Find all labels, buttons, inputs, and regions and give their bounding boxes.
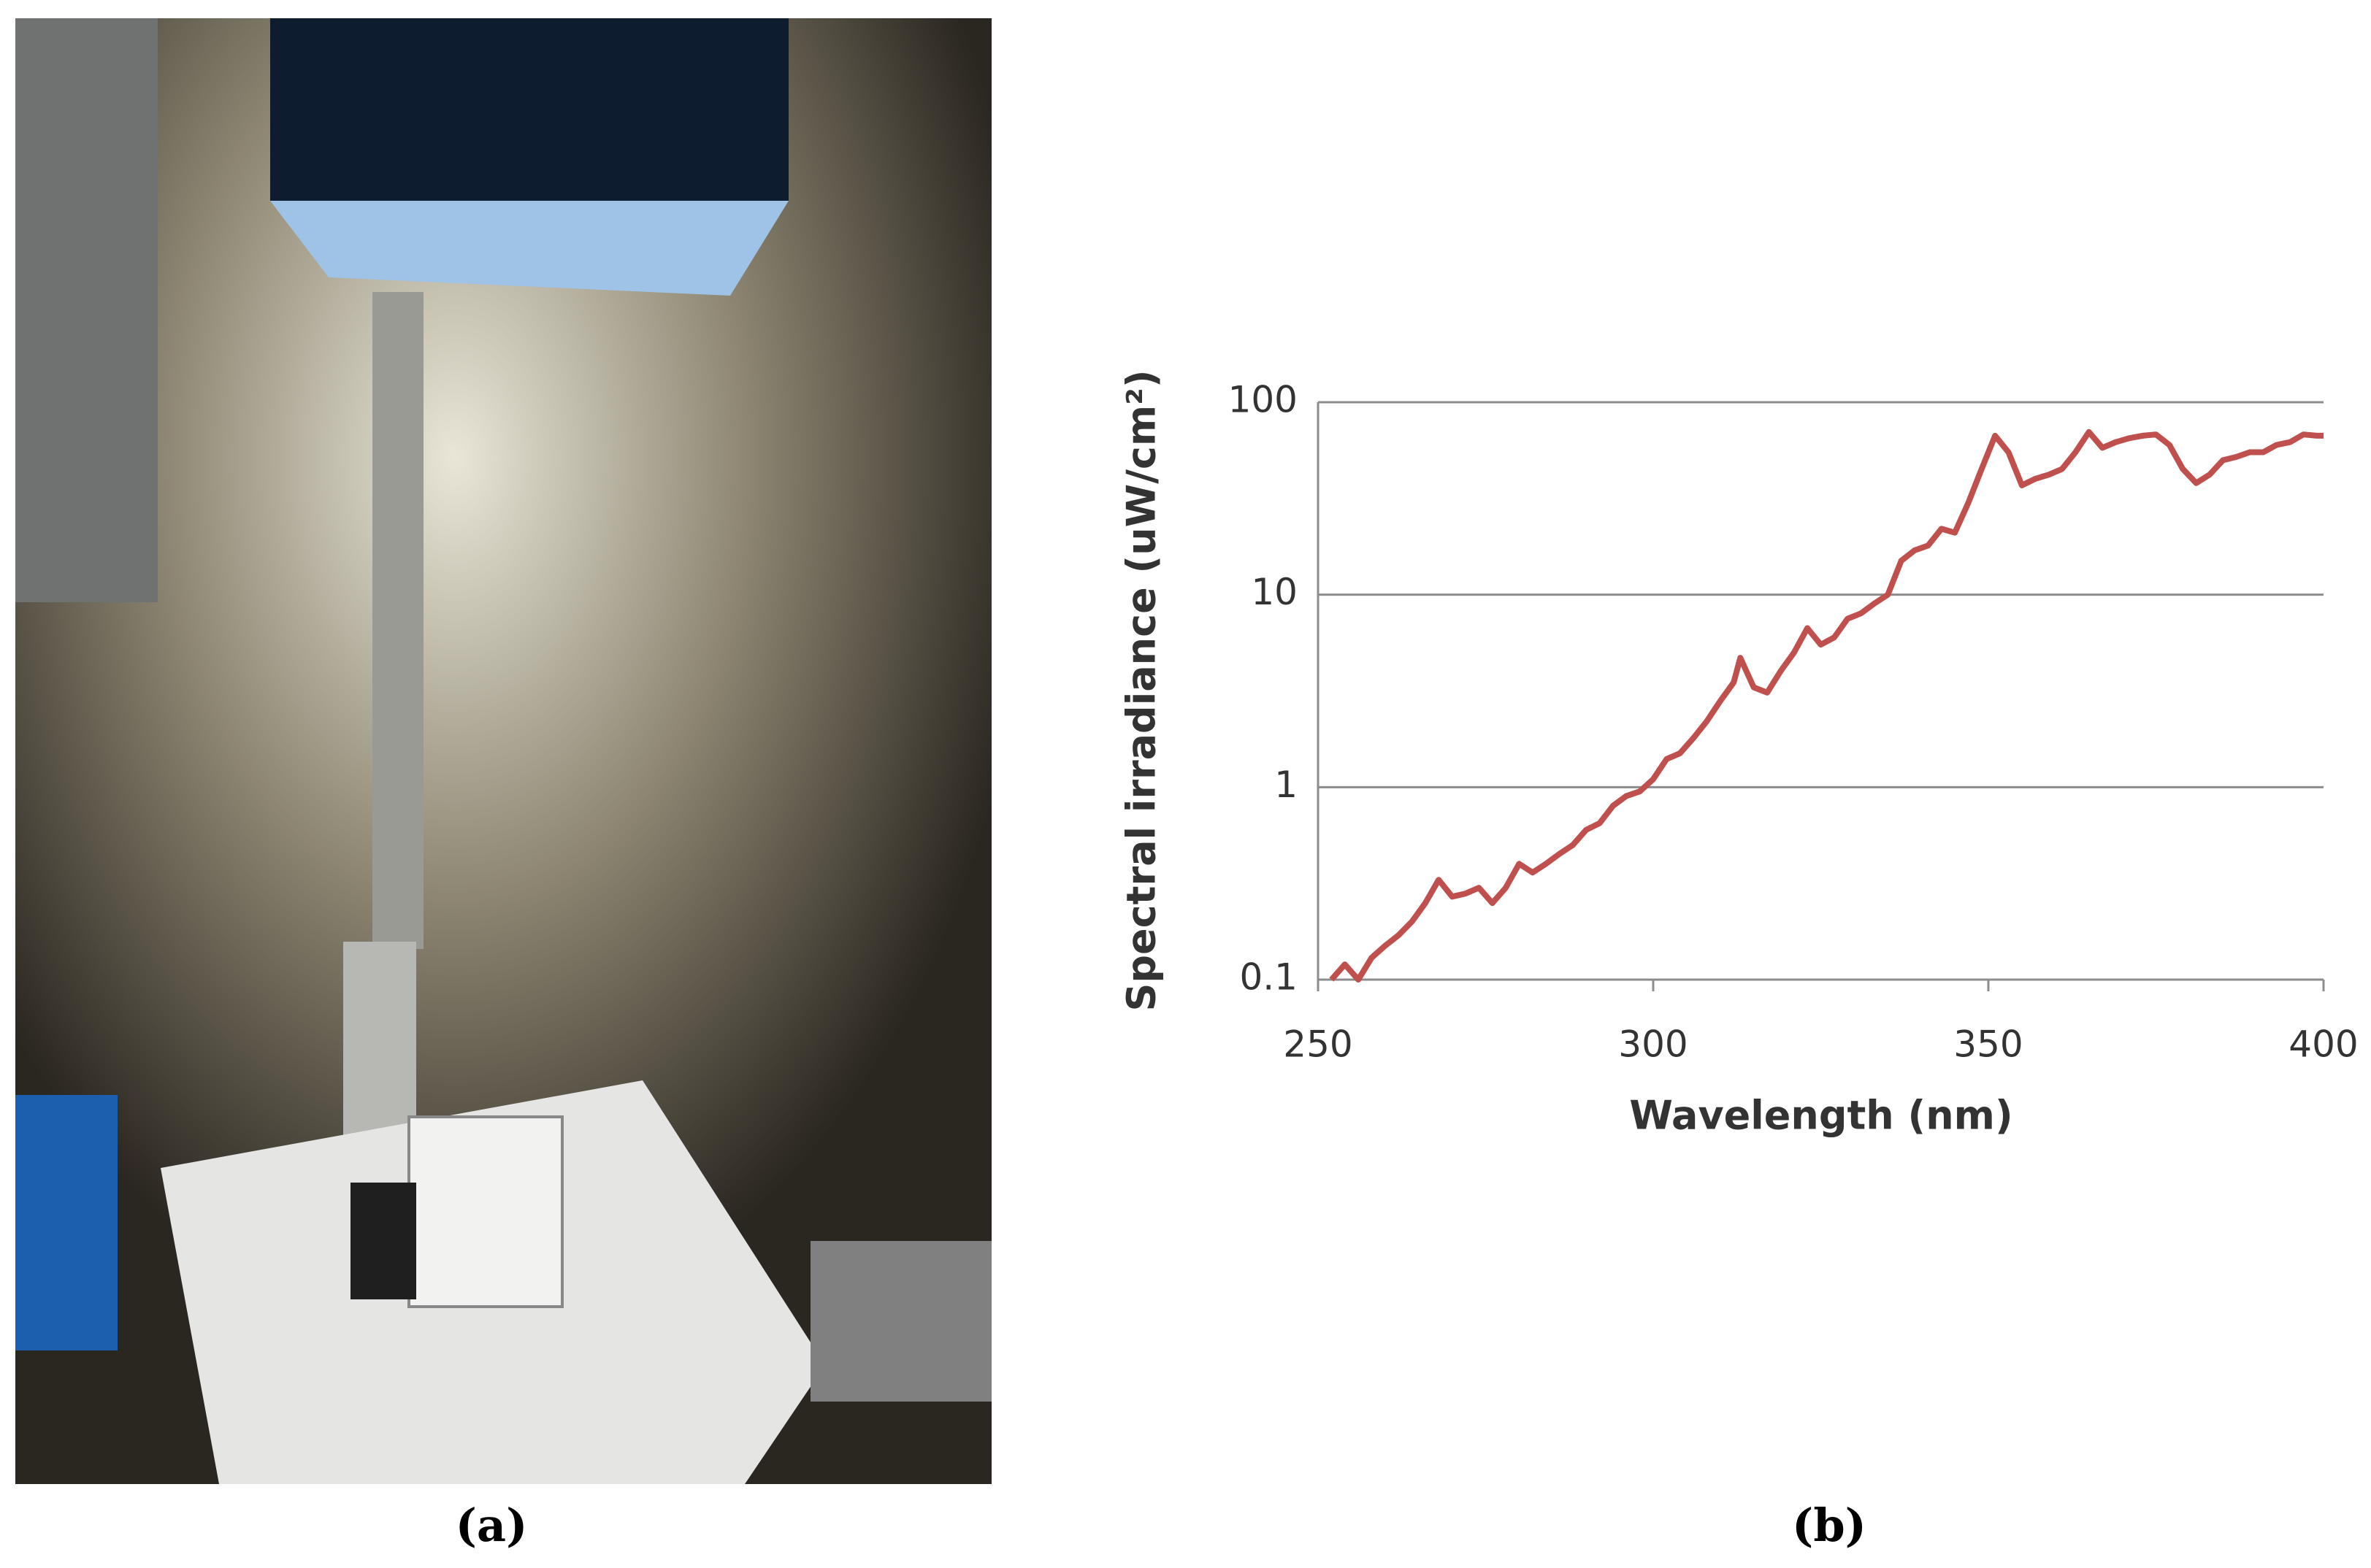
pole-base <box>343 942 416 1153</box>
chart: Wavelength (nm) Spectral irradiance (uW/… <box>1119 369 2359 1138</box>
photo <box>15 18 992 1484</box>
x-tick-label: 400 <box>2288 1023 2358 1066</box>
x-tick-label: 300 <box>1618 1023 1688 1066</box>
lamp-light <box>270 201 789 296</box>
lamp-housing <box>270 18 789 201</box>
y-tick-label: 10 <box>1251 571 1298 613</box>
x-axis-label: Wavelength (nm) <box>1629 1093 2012 1139</box>
sample-holder <box>407 1115 564 1308</box>
wall-board <box>15 18 158 602</box>
power-supply <box>15 1095 118 1350</box>
x-tick-label: 250 <box>1283 1023 1352 1066</box>
lamp-pole <box>372 292 424 949</box>
panel-label: (a) <box>456 1499 528 1552</box>
y-tick-label: 1 <box>1274 764 1298 806</box>
panel-label: (b) <box>1792 1499 1866 1552</box>
x-tick-label: 350 <box>1953 1023 2023 1066</box>
laptop <box>811 1241 992 1402</box>
y-tick-label: 100 <box>1228 379 1298 421</box>
sensor <box>351 1183 416 1299</box>
data-line <box>1329 428 2324 983</box>
y-axis-label: Spectral irradiance (uW/cm²) <box>1119 369 1165 1011</box>
y-tick-label: 0.1 <box>1239 956 1298 999</box>
